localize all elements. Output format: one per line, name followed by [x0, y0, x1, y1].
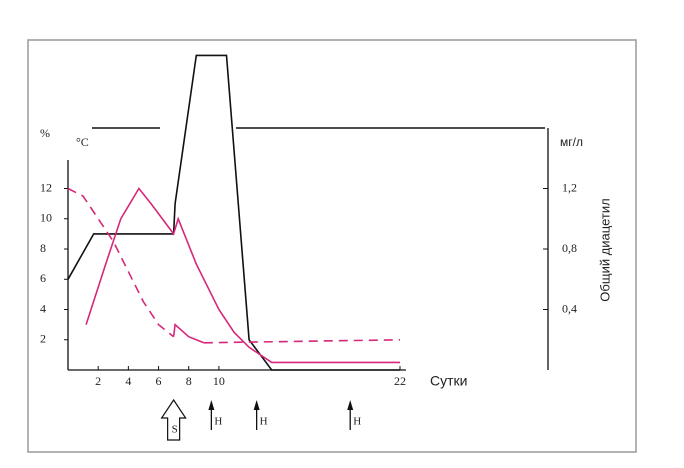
x-tick-label: 8 — [186, 374, 192, 388]
y2-label: Общий диацетил — [597, 198, 612, 301]
arrowhead — [347, 400, 354, 410]
y-tick-label: 12 — [40, 180, 52, 194]
y-tick-label: 10 — [40, 211, 52, 225]
y-tick-label: 2 — [40, 332, 46, 346]
x-tick-label: 4 — [125, 374, 131, 388]
x-tick-label: 2 — [95, 374, 101, 388]
y-tick-label: 6 — [40, 271, 46, 285]
annotation: H — [260, 416, 268, 428]
line — [67, 187, 175, 338]
y2-tick-label: 0,8 — [562, 241, 577, 255]
frame — [27, 39, 637, 453]
arrowhead — [208, 400, 215, 410]
y-tick-label: 4 — [40, 301, 46, 315]
arrowhead — [253, 400, 260, 410]
y2-tick-label: 0,4 — [562, 301, 577, 315]
annotation: H — [353, 416, 361, 428]
line — [67, 54, 400, 371]
annotation: H — [214, 416, 222, 428]
y2-tick-label: 1,2 — [562, 180, 577, 194]
arrow — [160, 398, 187, 441]
x-tick-label: 10 — [213, 374, 225, 388]
x-label: Сутки — [430, 373, 467, 389]
annotation: S — [172, 424, 178, 436]
line — [203, 339, 401, 344]
line — [85, 187, 400, 364]
y-unit: °C — [76, 135, 89, 149]
y-tick-label: 8 — [40, 241, 46, 255]
x-tick-label: 22 — [394, 374, 406, 388]
y-label: % — [40, 126, 50, 140]
line — [172, 322, 205, 344]
x-tick-label: 6 — [156, 374, 162, 388]
y2-unit: мг/л — [560, 135, 583, 149]
